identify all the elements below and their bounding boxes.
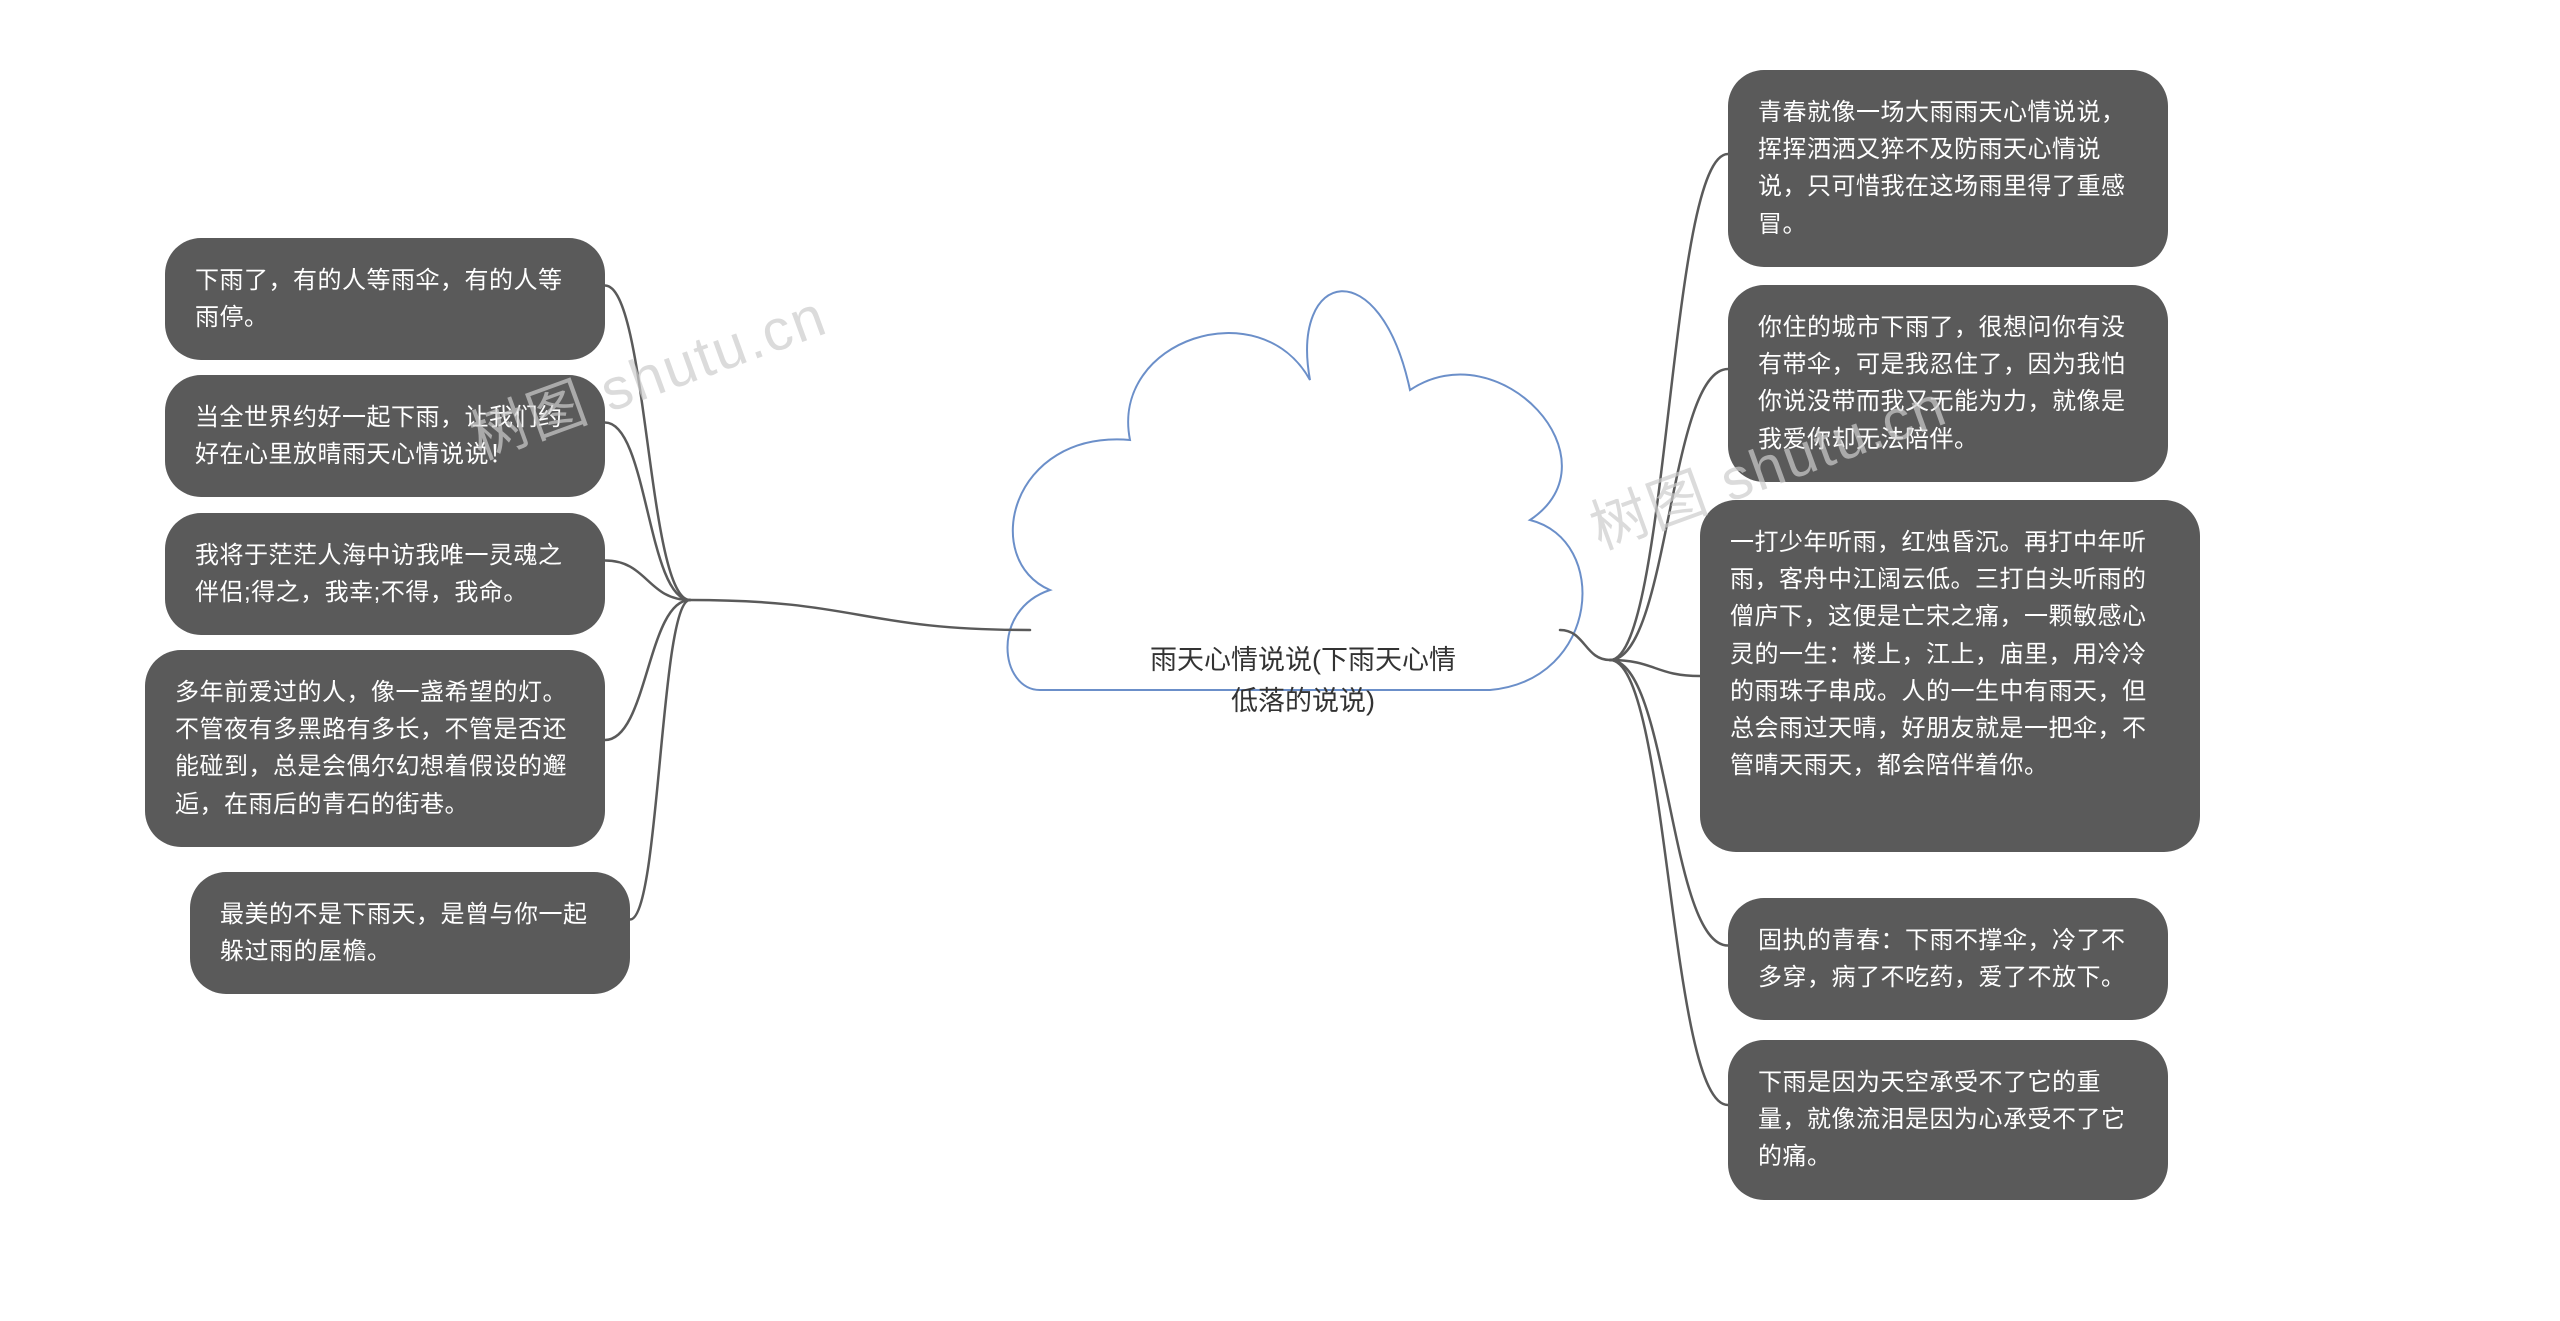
center-cloud — [1008, 291, 1583, 690]
right-node-0: 青春就像一场大雨雨天心情说说，挥挥洒洒又猝不及防雨天心情说说，只可惜我在这场雨里… — [1728, 70, 2168, 267]
right-node-4: 下雨是因为天空承受不了它的重量，就像流泪是因为心承受不了它的痛。 — [1728, 1040, 2168, 1200]
left-node-0: 下雨了，有的人等雨伞，有的人等雨停。 — [165, 238, 605, 360]
center-title: 雨天心情说说(下雨天心情 低落的说说) — [1150, 640, 1456, 721]
edge-center-left — [690, 600, 1030, 630]
center-title-line2: 低落的说说) — [1231, 686, 1375, 716]
right-node-2: 一打少年听雨，红烛昏沉。再打中年听雨，客舟中江阔云低。三打白头听雨的僧庐下，这便… — [1700, 500, 2200, 852]
right-node-3: 固执的青春：下雨不撑伞，冷了不多穿，病了不吃药，爱了不放下。 — [1728, 898, 2168, 1020]
left-node-4: 最美的不是下雨天，是曾与你一起躲过雨的屋檐。 — [190, 872, 630, 994]
left-node-2: 我将于茫茫人海中访我唯一灵魂之伴侣;得之，我幸;不得，我命。 — [165, 513, 605, 635]
center-title-line1: 雨天心情说说(下雨天心情 — [1150, 645, 1456, 675]
left-node-3: 多年前爱过的人，像一盏希望的灯。不管夜有多黑路有多长，不管是否还能碰到，总是会偶… — [145, 650, 605, 847]
edge-left-4 — [630, 600, 690, 920]
